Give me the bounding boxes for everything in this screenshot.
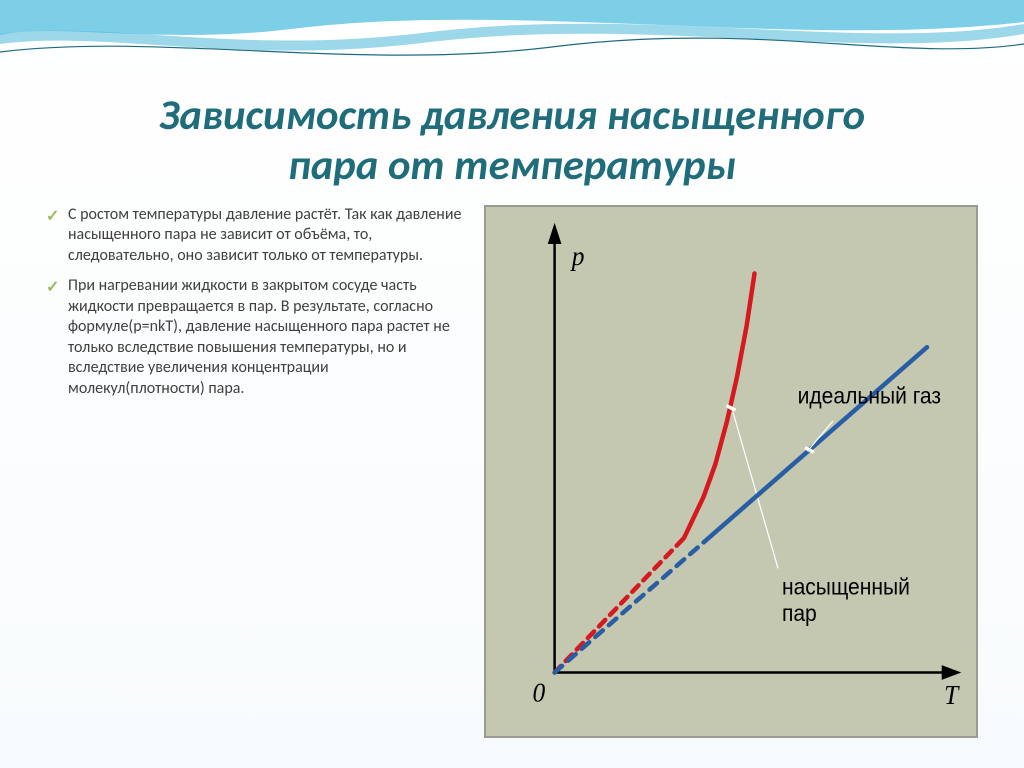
bullet-text: При нагревании жидкости в закрытом сосуд… <box>68 276 450 397</box>
slide-title: Зависимость давления насыщенного пара от… <box>0 90 1024 191</box>
bullet-item: ✓ При нагревании жидкости в закрытом сос… <box>46 276 466 399</box>
pressure-temperature-chart: p T 0 насыщенныйпар идеальный газ <box>486 207 976 736</box>
slide: Зависимость давления насыщенного пара от… <box>0 0 1024 768</box>
bullet-list: ✓ С ростом температуры давление растёт. … <box>46 205 466 738</box>
title-line-1: Зависимость давления насыщенного <box>159 89 865 141</box>
check-icon: ✓ <box>46 207 59 227</box>
svg-text:насыщенный: насыщенный <box>782 574 910 600</box>
svg-text:p: p <box>570 240 585 271</box>
check-icon: ✓ <box>46 278 59 298</box>
bullet-text: С ростом температуры давление растёт. Та… <box>68 205 461 265</box>
svg-text:пар: пар <box>782 600 817 626</box>
title-line-2: пара от температуры <box>288 139 736 191</box>
svg-text:T: T <box>944 679 960 710</box>
svg-text:0: 0 <box>533 677 546 708</box>
content-row: ✓ С ростом температуры давление растёт. … <box>46 205 978 738</box>
chart-container: p T 0 насыщенныйпар идеальный газ <box>484 205 978 738</box>
svg-text:идеальный газ: идеальный газ <box>798 383 941 409</box>
bullet-item: ✓ С ростом температуры давление растёт. … <box>46 205 466 266</box>
decorative-wave <box>0 0 1024 90</box>
